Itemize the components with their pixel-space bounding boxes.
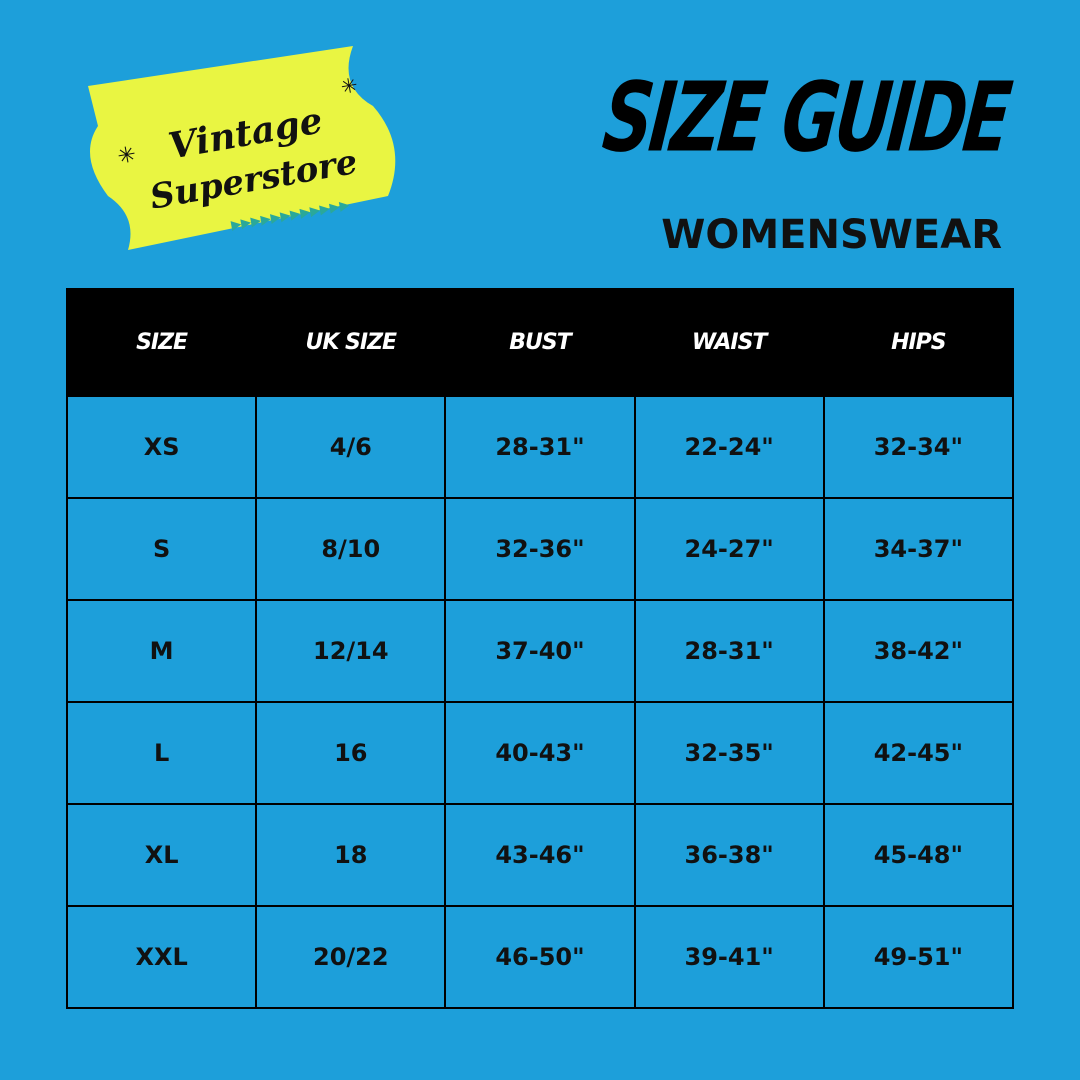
- cell-bust: 43-46": [444, 803, 636, 907]
- cell-size: L: [65, 701, 258, 805]
- size-table: SIZE UK SIZE BUST WAIST HIPS XS 4/6 28-31"…: [65, 288, 1015, 1009]
- cell-waist: 39-41": [633, 905, 825, 1009]
- table-row: XL 18 43-46" 36-38" 45-48": [65, 803, 1015, 907]
- cell-uk-size: 4/6: [255, 395, 447, 499]
- cell-size: XL: [65, 803, 258, 907]
- column-header-hips: HIPS: [822, 288, 1015, 397]
- cell-uk-size: 18: [255, 803, 447, 907]
- cell-waist: 36-38": [633, 803, 825, 907]
- svg-text:✳: ✳: [339, 73, 360, 100]
- table-header-row: SIZE UK SIZE BUST WAIST HIPS: [65, 288, 1015, 397]
- column-header-uk-size: UK SIZE: [255, 288, 447, 397]
- column-header-size: SIZE: [65, 288, 258, 397]
- cell-size: S: [65, 497, 258, 601]
- cell-hips: 38-42": [822, 599, 1015, 703]
- table-row: L 16 40-43" 32-35" 42-45": [65, 701, 1015, 805]
- cell-hips: 34-37": [822, 497, 1015, 601]
- cell-bust: 46-50": [444, 905, 636, 1009]
- cell-bust: 28-31": [444, 395, 636, 499]
- table-row: S 8/10 32-36" 24-27" 34-37": [65, 497, 1015, 601]
- cell-uk-size: 16: [255, 701, 447, 805]
- cell-bust: 40-43": [444, 701, 636, 805]
- cell-hips: 45-48": [822, 803, 1015, 907]
- table-row: XXL 20/22 46-50" 39-41" 49-51": [65, 905, 1015, 1009]
- column-header-bust: BUST: [444, 288, 636, 397]
- cell-size: XXL: [65, 905, 258, 1009]
- cell-bust: 37-40": [444, 599, 636, 703]
- cell-waist: 32-35": [633, 701, 825, 805]
- cell-waist: 28-31": [633, 599, 825, 703]
- cell-waist: 24-27": [633, 497, 825, 601]
- cell-hips: 49-51": [822, 905, 1015, 1009]
- cell-hips: 42-45": [822, 701, 1015, 805]
- page-subtitle: WOMENSWEAR: [661, 212, 1002, 258]
- svg-text:✳: ✳: [116, 142, 138, 170]
- vintage-superstore-logo: Vintage Superstore ▶▶▶▶▶▶▶▶▶▶▶▶ ✳ ✳: [88, 46, 400, 250]
- table-row: XS 4/6 28-31" 22-24" 32-34": [65, 395, 1015, 499]
- cell-uk-size: 12/14: [255, 599, 447, 703]
- cell-uk-size: 8/10: [255, 497, 447, 601]
- cell-uk-size: 20/22: [255, 905, 447, 1009]
- column-header-waist: WAIST: [633, 288, 825, 397]
- cell-bust: 32-36": [444, 497, 636, 601]
- cell-size: XS: [65, 395, 258, 499]
- cell-hips: 32-34": [822, 395, 1015, 499]
- cell-size: M: [65, 599, 258, 703]
- page-title: SIZE GUIDE: [597, 61, 1013, 174]
- cell-waist: 22-24": [633, 395, 825, 499]
- table-row: M 12/14 37-40" 28-31" 38-42": [65, 599, 1015, 703]
